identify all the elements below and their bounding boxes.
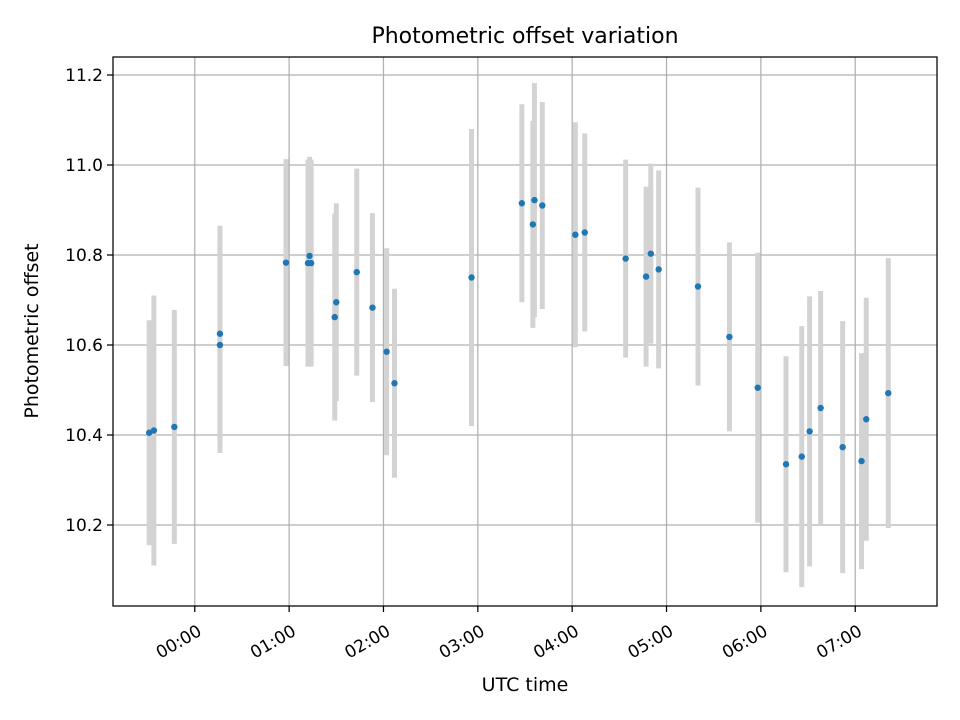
- data-point: [307, 259, 315, 267]
- data-point: [468, 274, 475, 281]
- data-point: [383, 348, 390, 355]
- data-point: [150, 427, 158, 434]
- x-axis-label: UTC time: [482, 674, 569, 696]
- data-point: [216, 341, 224, 349]
- y-axis-label: Photometric offset: [21, 243, 43, 418]
- y-tick-label: 10.2: [65, 516, 103, 536]
- data-point: [306, 252, 313, 260]
- data-point: [798, 453, 805, 460]
- data-point: [726, 333, 733, 341]
- y-tick-label: 10.4: [65, 426, 103, 446]
- data-point: [858, 457, 865, 465]
- data-point: [216, 330, 224, 337]
- data-point: [806, 428, 813, 435]
- data-point: [282, 259, 290, 266]
- chart-title: Photometric offset variation: [371, 24, 678, 49]
- data-point: [518, 200, 526, 207]
- data-point: [655, 266, 662, 273]
- y-tick-label: 10.6: [65, 336, 103, 356]
- data-point: [694, 283, 702, 290]
- plot-frame: [112, 56, 938, 607]
- data-points: [145, 196, 892, 468]
- data-point: [529, 221, 537, 228]
- data-point: [353, 268, 360, 276]
- data-point: [782, 461, 790, 468]
- grid: [113, 57, 937, 606]
- data-point: [171, 423, 178, 431]
- data-point: [572, 231, 579, 238]
- data-point: [839, 443, 846, 451]
- data-point: [333, 299, 340, 306]
- y-tick-label: 10.8: [65, 246, 103, 266]
- y-tick-label: 11.0: [65, 156, 103, 176]
- data-point: [391, 380, 398, 387]
- data-point: [647, 250, 655, 257]
- data-point: [642, 273, 650, 280]
- data-point: [817, 404, 824, 412]
- data-point: [885, 389, 892, 397]
- data-point: [531, 196, 538, 204]
- data-point: [539, 202, 546, 209]
- data-point: [581, 229, 588, 236]
- data-point: [622, 255, 629, 262]
- data-point: [331, 313, 338, 321]
- data-point: [369, 304, 376, 311]
- data-point: [863, 416, 870, 423]
- y-tick-label: 11.2: [65, 66, 103, 86]
- data-point: [754, 384, 761, 391]
